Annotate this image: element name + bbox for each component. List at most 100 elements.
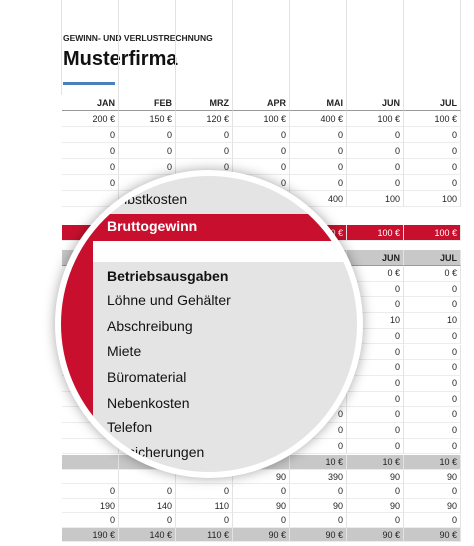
cell: 0 <box>347 297 404 314</box>
cell: 100 € <box>233 111 290 127</box>
cell: 100 € <box>347 225 404 241</box>
cell: 0 <box>119 484 176 499</box>
cell: 0 <box>404 375 461 392</box>
cell: 190 <box>62 498 119 513</box>
cell: 110 <box>176 498 233 513</box>
cell: 0 <box>347 513 404 528</box>
cell: 140 € <box>119 527 176 542</box>
cell: 110 € <box>176 527 233 542</box>
cell: 10 <box>404 313 461 329</box>
cell: 100 € <box>347 111 404 127</box>
cell <box>176 469 233 484</box>
cell: 100 € <box>404 225 461 241</box>
cell: 0 <box>176 143 233 159</box>
cell: 100 <box>347 191 404 207</box>
row-label: Büromaterial <box>107 369 187 385</box>
cell: 0 <box>62 159 119 175</box>
cell: 0 <box>347 484 404 499</box>
cell: 0 <box>233 127 290 143</box>
title-underline <box>63 82 115 85</box>
cell: 0 <box>233 159 290 175</box>
cell: 0 <box>290 513 347 528</box>
cell: 90 <box>404 498 461 513</box>
title: Musterfirma <box>63 48 178 70</box>
cell: 0 <box>233 513 290 528</box>
cell: 0 <box>404 281 461 298</box>
cell: 0 <box>62 484 119 499</box>
white-gap <box>93 241 357 262</box>
cell: 0 <box>176 127 233 143</box>
cell: JAN <box>62 95 119 111</box>
cell: JUN <box>347 250 404 266</box>
cell: 140 <box>119 498 176 513</box>
cell: 90 <box>233 469 290 484</box>
subtitle: GEWINN- UND VERLUSTRECHNUNG <box>63 33 213 43</box>
cell: 10 € <box>404 455 461 470</box>
row-label: Nebenkosten <box>107 395 190 411</box>
row-label: Bruttogewinn <box>107 218 198 234</box>
grid-line <box>232 0 233 95</box>
cell: 0 <box>347 159 404 175</box>
cell: 100 € <box>404 111 461 127</box>
cell: 90 € <box>347 527 404 542</box>
cell: 0 <box>347 127 404 143</box>
cell <box>62 469 119 484</box>
grid-line <box>175 0 176 95</box>
grid-line <box>289 0 290 95</box>
cell: 0 <box>347 360 404 376</box>
row-label: Selbstkosten <box>107 191 188 207</box>
cell: APR <box>233 95 290 111</box>
cell: 0 <box>233 143 290 159</box>
grid-line <box>460 0 461 95</box>
cell: 400 <box>290 191 347 207</box>
cell: 0 <box>404 407 461 423</box>
row-label: Löhne und Gehälter <box>107 292 231 308</box>
cell: 0 <box>404 344 461 361</box>
cell: 0 <box>347 407 404 423</box>
cell: 190 € <box>62 527 119 542</box>
cell: 0 <box>347 375 404 392</box>
cell: 90 € <box>290 527 347 542</box>
cell: 0 <box>62 513 119 528</box>
row-label: Telefon <box>107 419 153 435</box>
cell: 0 <box>290 423 347 439</box>
cell: 0 <box>404 143 461 159</box>
cell: 90 <box>290 498 347 513</box>
cell: JUN <box>347 95 404 111</box>
cell: 0 <box>404 484 461 499</box>
cell: 0 <box>290 438 347 455</box>
cell: 0 <box>404 360 461 376</box>
cell: 0 <box>62 143 119 159</box>
cell: 0 <box>119 513 176 528</box>
cell: 0 <box>119 143 176 159</box>
row-label: Miete <box>107 343 142 359</box>
magnifier: Selbstkosten Bruttogewinn Betriebsausgaben… <box>55 170 363 478</box>
red-strip <box>61 176 93 472</box>
grid-line <box>61 0 62 95</box>
cell: 200 € <box>62 111 119 127</box>
cell: 0 <box>347 391 404 408</box>
row-label: Betriebsausgaben <box>107 268 229 284</box>
cell: 0 <box>404 328 461 345</box>
grid-line <box>403 0 404 95</box>
cell: 0 <box>347 423 404 439</box>
cell: 120 € <box>176 111 233 127</box>
cell: 90 € <box>233 527 290 542</box>
cell: 0 <box>347 328 404 345</box>
cell: 0 <box>404 175 461 191</box>
cell: 0 € <box>347 266 404 282</box>
cell: 0 <box>290 143 347 159</box>
cell: 0 <box>347 143 404 159</box>
grid-line <box>118 0 119 95</box>
cell: 90 <box>233 498 290 513</box>
cell: 0 <box>404 391 461 408</box>
cell: 0 <box>404 513 461 528</box>
cell: JUL <box>404 95 461 111</box>
cell: 0 <box>347 175 404 191</box>
cell: 0 <box>404 127 461 143</box>
cell: 10 € <box>347 455 404 470</box>
cell: 100 <box>404 191 461 207</box>
cell: 150 € <box>119 111 176 127</box>
cell: FEB <box>119 95 176 111</box>
